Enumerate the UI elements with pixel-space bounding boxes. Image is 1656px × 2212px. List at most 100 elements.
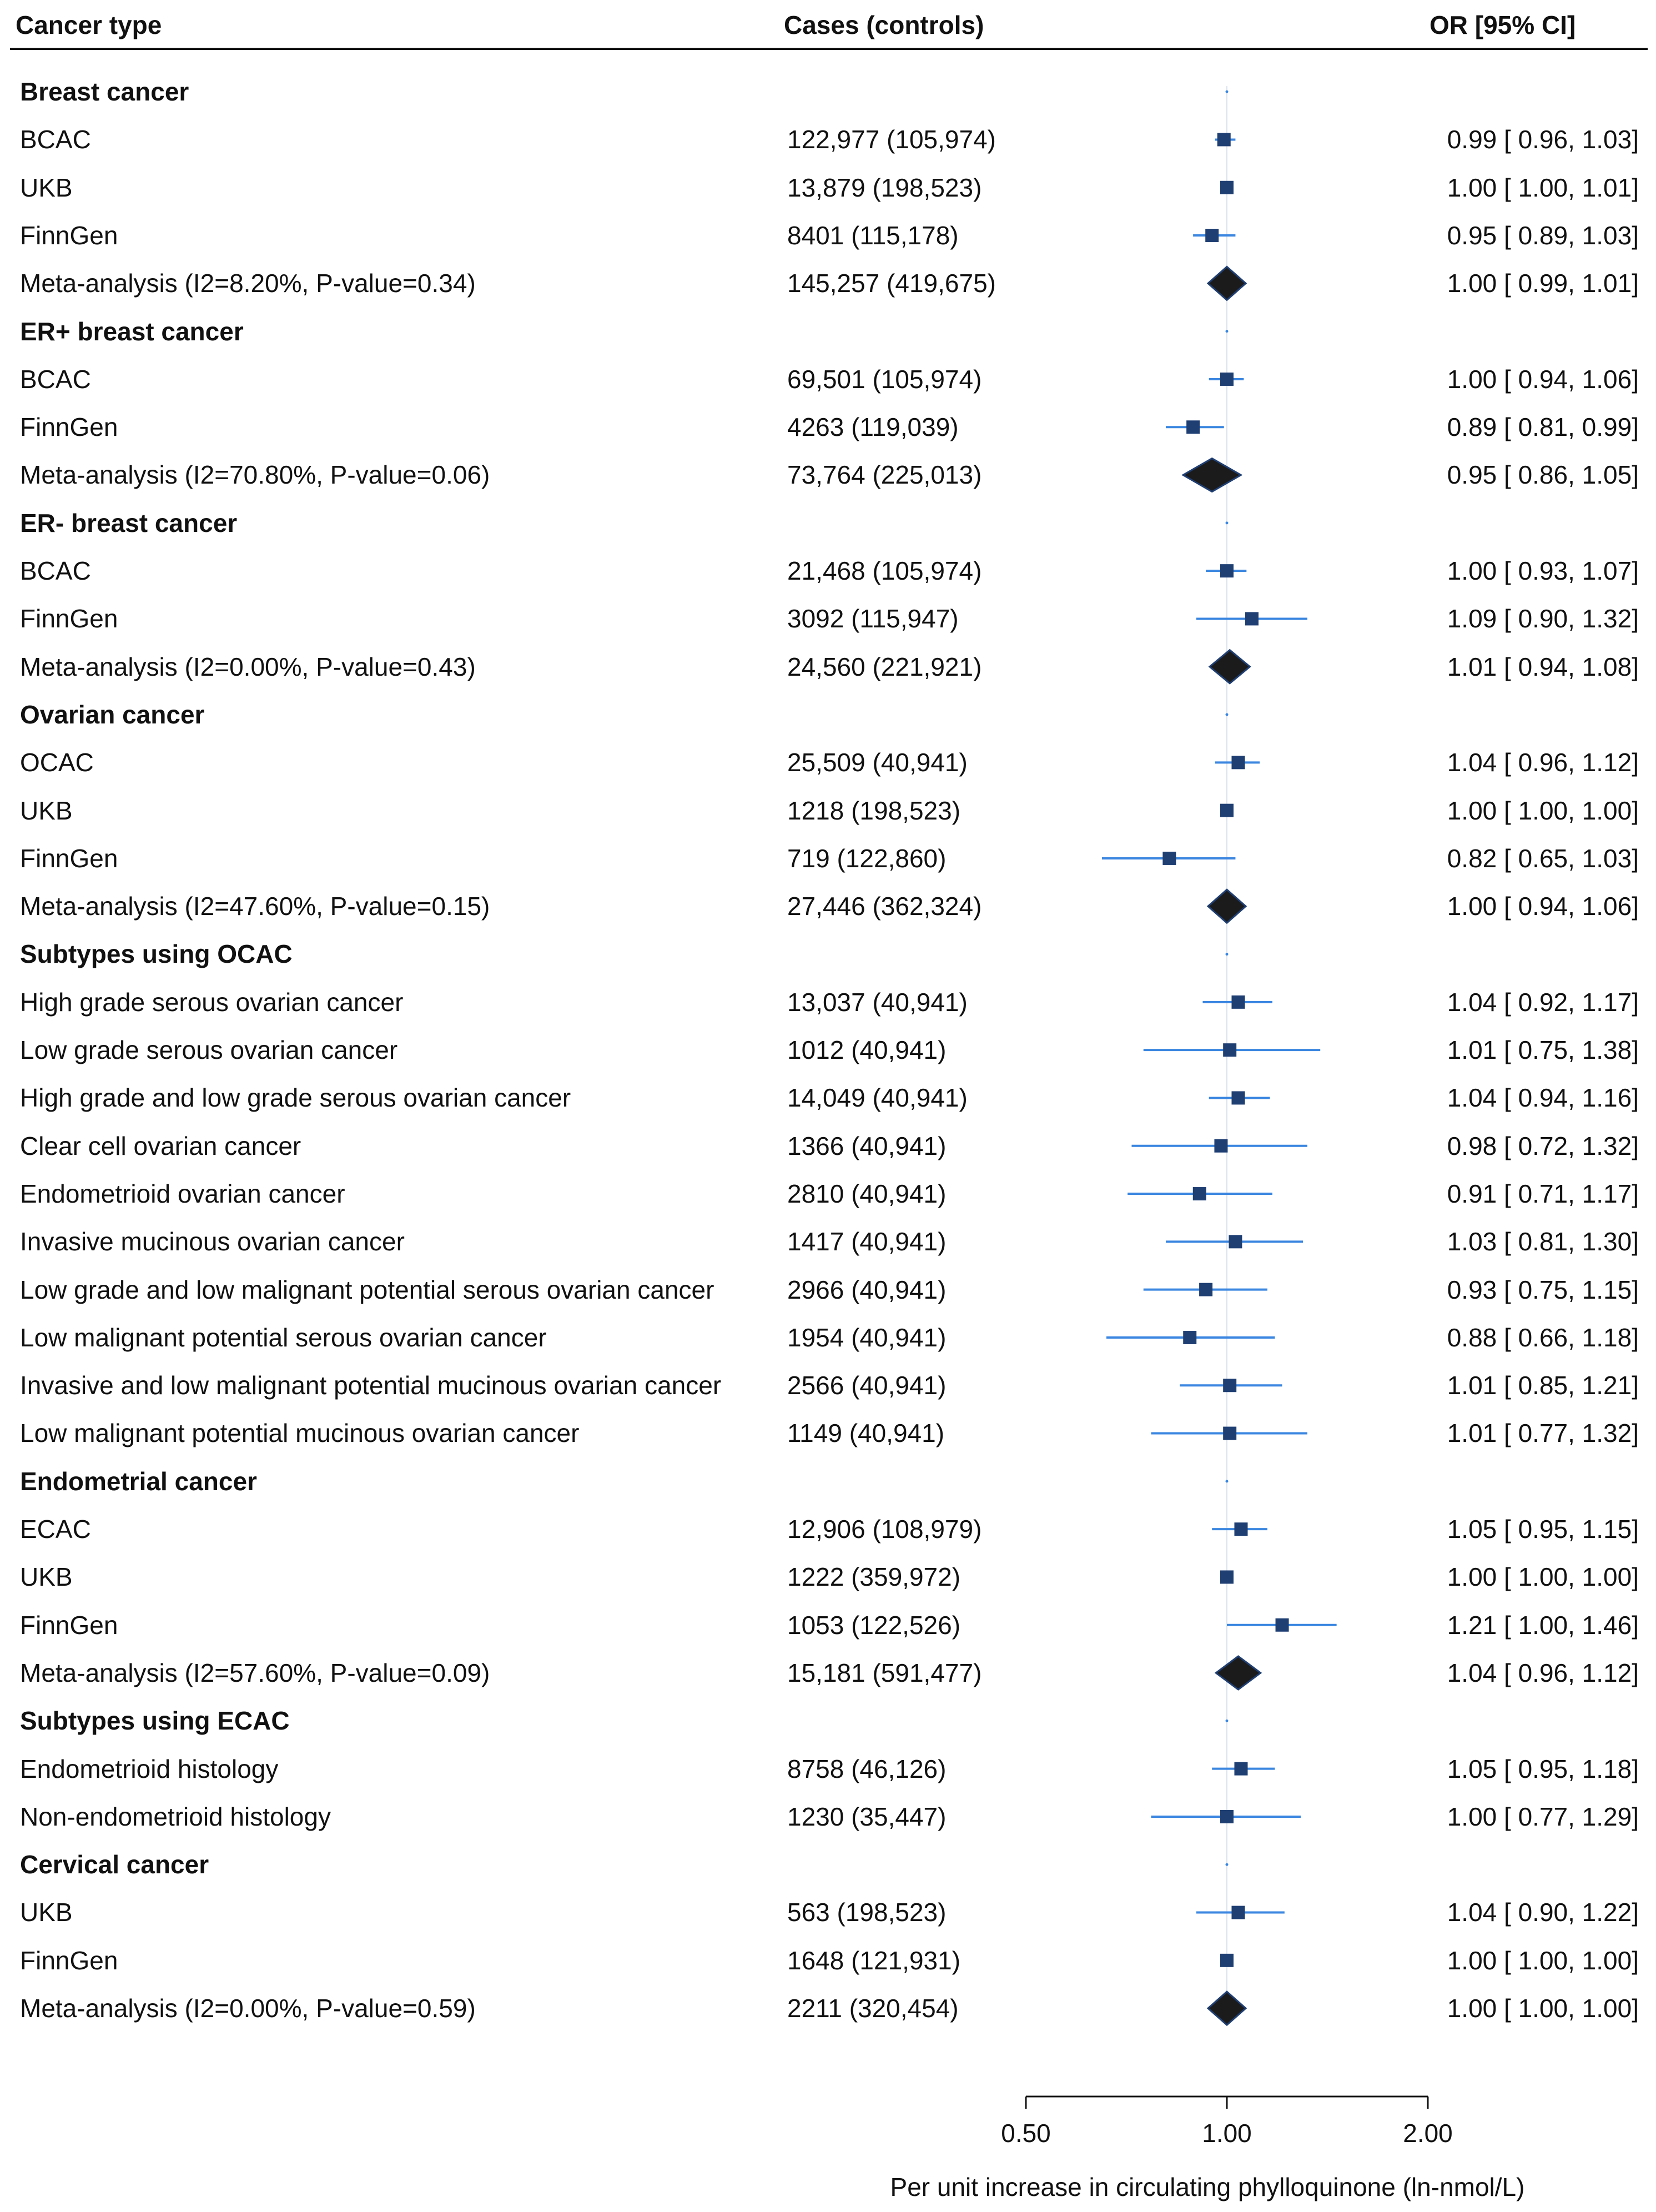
cases-controls-value: 2211 (320,454)	[787, 1994, 959, 2023]
row-label: Clear cell ovarian cancer	[20, 1131, 301, 1160]
point-estimate-square	[1186, 420, 1200, 434]
or-ci-value: 1.01 [ 0.77, 1.32]	[1447, 1419, 1639, 1448]
or-ci-value: 0.99 [ 0.96, 1.03]	[1447, 125, 1639, 154]
point-estimate-square	[1231, 1091, 1245, 1105]
cases-controls-value: 8401 (115,178)	[787, 220, 959, 250]
row-label: UKB	[20, 1898, 73, 1927]
group-marker-dot	[1225, 90, 1229, 93]
row-label: Low malignant potential mucinous ovarian…	[20, 1419, 580, 1448]
or-ci-value: 1.00 [ 1.00, 1.00]	[1447, 1994, 1639, 2023]
study-row: UKB 1222 (359,972) 1.00 [ 1.00, 1.00]	[0, 1553, 1656, 1601]
study-row: FinnGen 719 (122,860) 0.82 [ 0.65, 1.03]	[0, 834, 1656, 882]
row-label: FinnGen	[20, 413, 118, 442]
meta-analysis-row: Meta-analysis (I2=70.80%, P-value=0.06) 7…	[0, 451, 1656, 499]
row-label: High grade and low grade serous ovarian …	[20, 1083, 571, 1113]
or-ci-value: 1.04 [ 0.94, 1.16]	[1447, 1083, 1639, 1113]
row-label: Meta-analysis (I2=0.00%, P-value=0.43)	[20, 652, 476, 681]
cases-controls-value: 1648 (121,931)	[787, 1945, 961, 1975]
meta-analysis-diamond	[1206, 888, 1247, 924]
row-label: UKB	[20, 796, 73, 825]
point-estimate-square	[1192, 1187, 1206, 1201]
study-row: Invasive mucinous ovarian cancer 1417 (40…	[0, 1218, 1656, 1265]
row-label: Low grade and low malignant potential se…	[20, 1275, 714, 1304]
cases-controls-value: 122,977 (105,974)	[787, 125, 996, 154]
group-marker-dot	[1225, 1480, 1229, 1483]
cases-controls-value: 1053 (122,526)	[787, 1610, 961, 1640]
point-estimate-square	[1231, 756, 1245, 770]
meta-analysis-diamond	[1181, 457, 1243, 493]
study-row: OCAC 25,509 (40,941) 1.04 [ 0.96, 1.12]	[0, 738, 1656, 786]
cases-controls-value: 13,879 (198,523)	[787, 173, 982, 202]
row-label: Meta-analysis (I2=70.80%, P-value=0.06)	[20, 460, 490, 490]
study-row: Endometrioid histology 8758 (46,126) 1.05 …	[0, 1745, 1656, 1793]
row-label: Low grade serous ovarian cancer	[20, 1035, 398, 1064]
or-ci-value: 1.00 [ 1.00, 1.00]	[1447, 796, 1639, 825]
row-label: High grade serous ovarian cancer	[20, 987, 404, 1017]
row-label: BCAC	[20, 364, 91, 394]
cases-controls-value: 13,037 (40,941)	[787, 987, 968, 1017]
point-estimate-square	[1275, 1618, 1289, 1632]
header-rule	[10, 48, 1648, 50]
row-label: ECAC	[20, 1515, 91, 1544]
cases-controls-value: 1218 (198,523)	[787, 796, 961, 825]
study-row: BCAC 21,468 (105,974) 1.00 [ 0.93, 1.07]	[0, 547, 1656, 595]
row-label: UKB	[20, 1562, 73, 1592]
row-label: BCAC	[20, 125, 91, 154]
study-row: Low malignant potential mucinous ovarian…	[0, 1409, 1656, 1457]
x-tick-label: 2.00	[1403, 2119, 1453, 2148]
group-heading-row: Breast cancer	[0, 68, 1656, 115]
forest-rows: Breast cancer BCAC 122,977 (105,974) 0.99 […	[0, 68, 1656, 2032]
study-row: High grade serous ovarian cancer 13,037 (…	[0, 978, 1656, 1026]
or-ci-value: 1.01 [ 0.94, 1.08]	[1447, 652, 1639, 681]
row-label: Non-endometrioid histology	[20, 1802, 331, 1831]
point-estimate-square	[1223, 1426, 1237, 1440]
cases-controls-value: 12,906 (108,979)	[787, 1515, 982, 1544]
group-heading-row: Subtypes using OCAC	[0, 930, 1656, 978]
cases-controls-value: 1230 (35,447)	[787, 1802, 947, 1831]
row-label: Invasive and low malignant potential muc…	[20, 1371, 722, 1400]
cases-controls-value: 1954 (40,941)	[787, 1323, 947, 1352]
cases-controls-value: 2810 (40,941)	[787, 1179, 947, 1208]
row-label: Meta-analysis (I2=57.60%, P-value=0.09)	[20, 1658, 490, 1687]
study-row: ECAC 12,906 (108,979) 1.05 [ 0.95, 1.15]	[0, 1505, 1656, 1553]
meta-analysis-diamond	[1206, 1990, 1247, 2027]
cases-controls-value: 27,446 (362,324)	[787, 892, 982, 921]
group-label: ER+ breast cancer	[20, 316, 244, 346]
group-marker-dot	[1225, 713, 1229, 716]
point-estimate-square	[1214, 1139, 1228, 1153]
or-ci-value: 0.82 [ 0.65, 1.03]	[1447, 843, 1639, 873]
point-estimate-square	[1220, 180, 1234, 194]
point-estimate-square	[1231, 995, 1245, 1009]
or-ci-value: 1.01 [ 0.85, 1.21]	[1447, 1371, 1639, 1400]
cases-controls-value: 69,501 (105,974)	[787, 364, 982, 394]
x-tick-label: 1.00	[1202, 2119, 1252, 2148]
study-row: UKB 13,879 (198,523) 1.00 [ 1.00, 1.01]	[0, 164, 1656, 212]
study-row: High grade and low grade serous ovarian …	[0, 1074, 1656, 1122]
or-ci-value: 1.04 [ 0.92, 1.17]	[1447, 987, 1639, 1017]
point-estimate-square	[1234, 1522, 1248, 1536]
meta-analysis-row: Meta-analysis (I2=57.60%, P-value=0.09) 1…	[0, 1649, 1656, 1697]
row-label: BCAC	[20, 556, 91, 585]
row-label: Invasive mucinous ovarian cancer	[20, 1227, 405, 1256]
meta-analysis-diamond	[1208, 648, 1251, 685]
group-label: Subtypes using ECAC	[20, 1706, 290, 1736]
meta-analysis-row: Meta-analysis (I2=0.00%, P-value=0.59) 22…	[0, 1984, 1656, 2032]
group-marker-dot	[1225, 1863, 1229, 1866]
group-label: Endometrial cancer	[20, 1466, 257, 1496]
study-row: Non-endometrioid histology 1230 (35,447) 1…	[0, 1793, 1656, 1841]
meta-analysis-row: Meta-analysis (I2=47.60%, P-value=0.15) 2…	[0, 882, 1656, 930]
group-marker-dot	[1225, 330, 1229, 333]
point-estimate-square	[1220, 564, 1234, 578]
cases-controls-value: 145,257 (419,675)	[787, 269, 996, 298]
or-ci-value: 0.95 [ 0.86, 1.05]	[1447, 460, 1639, 490]
cases-controls-value: 8758 (46,126)	[787, 1754, 947, 1783]
point-estimate-square	[1217, 133, 1231, 147]
or-ci-value: 0.93 [ 0.75, 1.15]	[1447, 1275, 1639, 1304]
row-label: Endometrioid histology	[20, 1754, 279, 1783]
group-marker-dot	[1225, 521, 1229, 525]
cases-controls-value: 14,049 (40,941)	[787, 1083, 968, 1113]
row-label: FinnGen	[20, 1610, 118, 1640]
study-row: Invasive and low malignant potential muc…	[0, 1361, 1656, 1409]
or-ci-value: 0.88 [ 0.66, 1.18]	[1447, 1323, 1639, 1352]
